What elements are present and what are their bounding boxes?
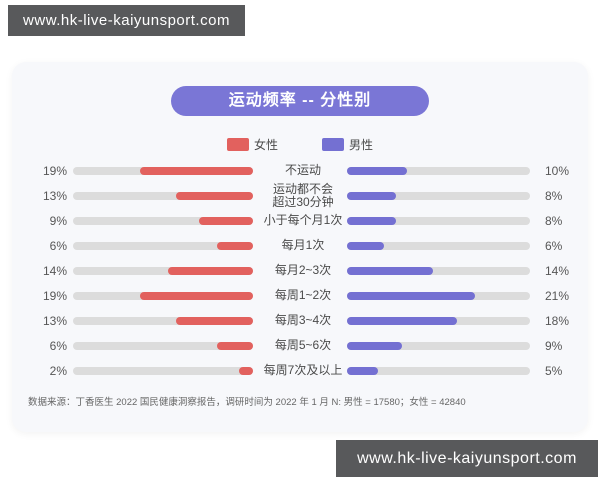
- female-value-label: 19%: [42, 163, 67, 178]
- chart-row: 13% 运动都不会 超过30分钟 8%: [12, 181, 588, 209]
- category-label: 每周5~6次: [274, 338, 332, 352]
- female-bar-track: [73, 366, 253, 375]
- male-bar-fill: [347, 241, 384, 250]
- category-label: 运动都不会 超过30分钟: [272, 181, 334, 209]
- female-bar-track: [73, 316, 253, 325]
- female-bar-track: [73, 266, 253, 275]
- female-value-label: 13%: [42, 313, 67, 328]
- female-bar-track: [73, 291, 253, 300]
- male-bar-track: [347, 191, 530, 200]
- chart-card: 运动频率 -- 分性别 女性 男性 19% 不运动 10% 13% 运动都不会 超过30…: [12, 62, 588, 432]
- male-legend-swatch: [322, 138, 344, 151]
- chart-row: 14% 每月2~3次 14%: [12, 258, 588, 283]
- male-bar-track: [347, 291, 530, 300]
- female-bar-fill: [217, 241, 253, 250]
- female-value-label: 6%: [49, 338, 67, 353]
- male-value-label: 9%: [545, 338, 563, 353]
- male-value-label: 8%: [545, 213, 563, 228]
- female-bar-fill: [175, 191, 253, 200]
- female-bar-fill: [139, 166, 253, 175]
- category-label: 每周3~4次: [274, 313, 332, 327]
- female-legend-swatch: [226, 138, 249, 151]
- chart-legend: 女性 男性: [12, 136, 588, 153]
- female-bar-fill: [139, 291, 253, 300]
- male-bar-fill: [347, 266, 433, 275]
- legend-item-female: 女性: [226, 136, 278, 153]
- female-bar-fill: [217, 341, 253, 350]
- male-bar-fill: [347, 216, 397, 225]
- male-value-label: 6%: [545, 238, 563, 253]
- male-bar-track: [347, 241, 530, 250]
- chart-row: 19% 不运动 10%: [12, 158, 588, 183]
- female-value-label: 2%: [49, 363, 67, 378]
- site-url-banner-top: www.hk-live-kaiyunsport.com: [8, 5, 245, 36]
- male-bar-fill: [347, 366, 379, 375]
- female-value-label: 6%: [49, 238, 67, 253]
- female-value-label: 14%: [42, 263, 67, 278]
- male-bar-track: [347, 316, 530, 325]
- male-legend-label: 男性: [349, 138, 374, 152]
- male-value-label: 5%: [545, 363, 563, 378]
- female-bar-fill: [199, 216, 253, 225]
- female-bar-fill: [238, 366, 253, 375]
- female-bar-track: [73, 191, 253, 200]
- chart-row: 2% 每周7次及以上 5%: [12, 358, 588, 383]
- male-value-label: 8%: [545, 188, 563, 203]
- female-value-label: 13%: [42, 188, 67, 203]
- chart-row: 6% 每月1次 6%: [12, 233, 588, 258]
- male-bar-fill: [347, 166, 408, 175]
- site-url-text: www.hk-live-kaiyunsport.com: [357, 449, 577, 467]
- male-bar-fill: [347, 316, 457, 325]
- male-bar-track: [347, 341, 530, 350]
- male-bar-track: [347, 266, 530, 275]
- category-label: 每月1次: [281, 238, 325, 252]
- legend-item-male: 男性: [322, 136, 373, 153]
- category-label: 每周7次及以上: [263, 363, 343, 377]
- female-bar-track: [73, 241, 253, 250]
- male-bar-fill: [347, 191, 397, 200]
- male-bar-track: [347, 366, 530, 375]
- male-value-label: 10%: [545, 163, 570, 178]
- male-bar-track: [347, 166, 530, 175]
- chart-row: 13% 每周3~4次 18%: [12, 308, 588, 333]
- chart-row: 6% 每周5~6次 9%: [12, 333, 588, 358]
- male-bar-fill: [347, 291, 476, 300]
- site-url-text: www.hk-live-kaiyunsport.com: [23, 12, 230, 29]
- female-bar-track: [73, 341, 253, 350]
- female-bar-fill: [168, 266, 253, 275]
- male-bar-fill: [347, 341, 402, 350]
- male-value-label: 18%: [545, 313, 570, 328]
- category-label: 每周1~2次: [274, 288, 332, 302]
- category-label: 不运动: [284, 163, 321, 177]
- category-label: 小于每个月1次: [263, 213, 343, 227]
- data-source-footnote: 数据来源：丁香医生 2022 国民健康洞察报告，调研时间为 2022 年 1 月…: [28, 397, 466, 408]
- chart-rows: 19% 不运动 10% 13% 运动都不会 超过30分钟 8% 9% 小于每个月1次 8% 6% 每…: [12, 158, 588, 383]
- male-value-label: 21%: [545, 288, 570, 303]
- female-legend-label: 女性: [253, 138, 278, 152]
- female-value-label: 9%: [49, 213, 67, 228]
- female-bar-track: [73, 216, 253, 225]
- chart-title: 运动频率 -- 分性别: [171, 86, 429, 116]
- female-value-label: 19%: [42, 288, 67, 303]
- male-bar-track: [347, 216, 530, 225]
- female-bar-fill: [175, 316, 253, 325]
- male-value-label: 14%: [545, 263, 570, 278]
- chart-row: 9% 小于每个月1次 8%: [12, 208, 588, 233]
- female-bar-track: [73, 166, 253, 175]
- category-label: 每月2~3次: [274, 263, 332, 277]
- chart-row: 19% 每周1~2次 21%: [12, 283, 588, 308]
- site-url-banner-bottom: www.hk-live-kaiyunsport.com: [336, 440, 598, 477]
